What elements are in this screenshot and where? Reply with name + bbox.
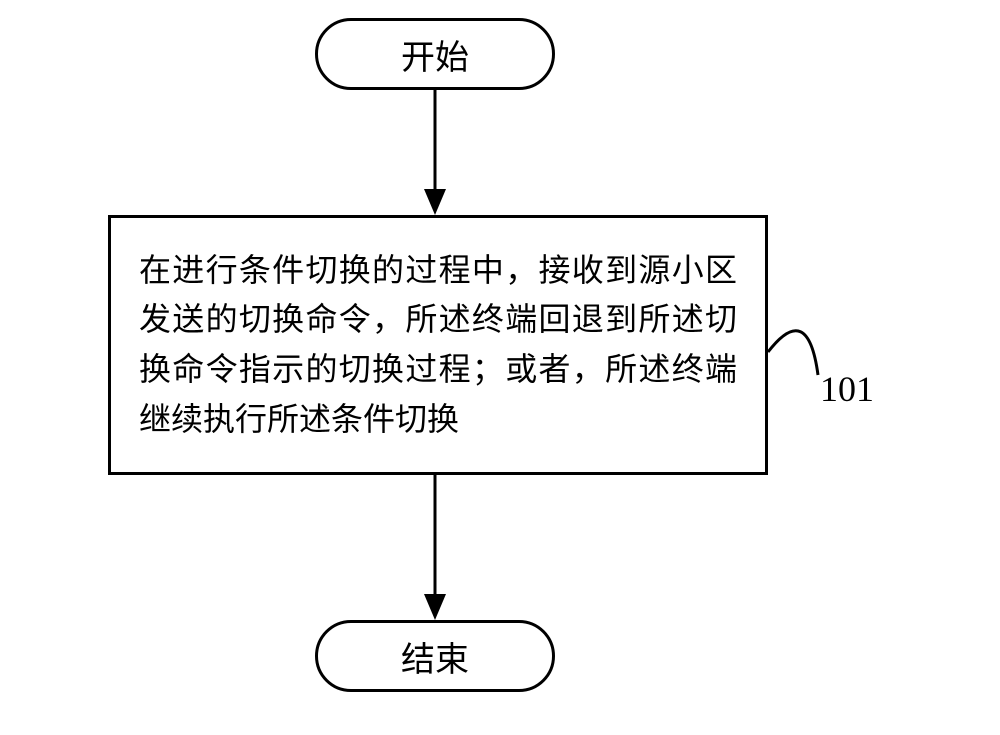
step-number-label: 101 [820,368,874,410]
start-label: 开始 [401,30,469,79]
start-node: 开始 [315,18,555,90]
end-label: 结束 [401,632,469,681]
flowchart-canvas: 开始 在进行条件切换的过程中，接收到源小区发送的切换命令，所述终端回退到所述切换… [0,0,1000,735]
end-node: 结束 [315,620,555,692]
process-step-101: 在进行条件切换的过程中，接收到源小区发送的切换命令，所述终端回退到所述切换命令指… [108,215,768,475]
process-step-101-text: 在进行条件切换的过程中，接收到源小区发送的切换命令，所述终端回退到所述切换命令指… [139,246,737,444]
